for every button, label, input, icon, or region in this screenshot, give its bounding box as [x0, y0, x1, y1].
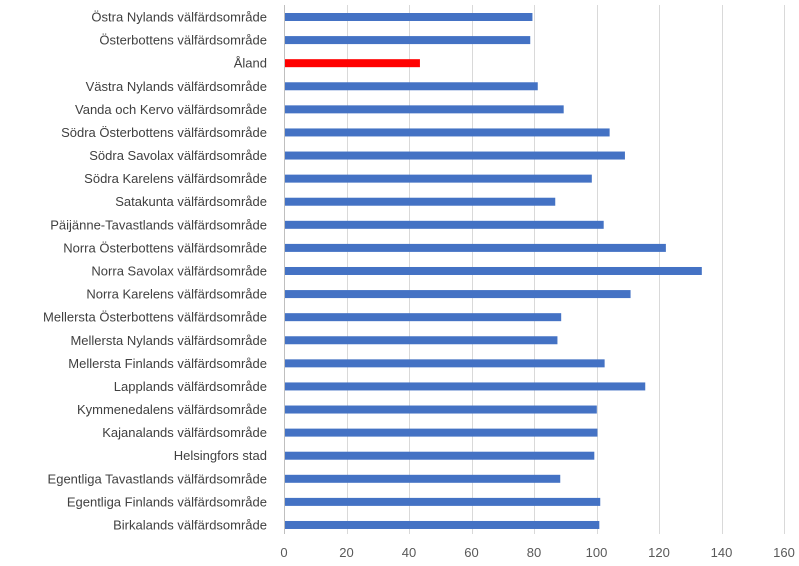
category-label: Södra Karelens välfärdsområde: [84, 171, 267, 186]
bar: [285, 405, 597, 414]
bar: [285, 243, 666, 252]
bar: [285, 220, 604, 229]
category-labels: Östra Nylands välfärdsområde Österbottens…: [43, 10, 267, 533]
category-label: Vanda och Kervo välfärdsområde: [75, 102, 267, 117]
bar: [285, 359, 605, 368]
x-tick-label: 20: [339, 545, 353, 560]
category-label: Egentliga Tavastlands välfärdsområde: [48, 471, 267, 486]
bar: [285, 474, 561, 483]
category-label: Lapplands välfärdsområde: [114, 379, 267, 394]
category-label: Kajanalands välfärdsområde: [102, 425, 267, 440]
x-tick-label: 140: [711, 545, 733, 560]
category-label: Mellersta Nylands välfärdsområde: [70, 333, 267, 348]
category-label: Egentliga Finlands välfärdsområde: [67, 494, 267, 509]
category-label: Birkalands välfärdsområde: [113, 517, 267, 532]
category-label: Östra Nylands välfärdsområde: [91, 10, 267, 25]
x-tick-labels: 0 20 40 60 80 100 120 140 160: [280, 545, 794, 560]
bar: [285, 151, 625, 160]
category-label: Mellersta Österbottens välfärdsområde: [43, 310, 267, 325]
bar: [285, 128, 610, 137]
bar: [285, 290, 631, 299]
bar: [285, 428, 598, 437]
category-label: Helsingfors stad: [174, 448, 267, 463]
bar: [285, 36, 531, 45]
x-tick-label: 160: [773, 545, 795, 560]
category-label: Norra Österbottens välfärdsområde: [63, 240, 267, 255]
category-label: Åland: [234, 56, 267, 71]
category-label: Kymmenedalens välfärdsområde: [77, 402, 267, 417]
bar: [285, 313, 562, 322]
category-label: Satakunta välfärdsområde: [115, 194, 267, 209]
category-label: Södra Österbottens välfärdsområde: [61, 125, 267, 140]
bar: [285, 197, 556, 206]
category-label: Södra Savolax välfärdsområde: [89, 148, 267, 163]
x-tick-label: 40: [402, 545, 416, 560]
category-label: Mellersta Finlands välfärdsområde: [68, 356, 267, 371]
bars: [285, 13, 702, 529]
x-tick-label: 80: [527, 545, 541, 560]
bar: [285, 266, 702, 275]
bar: [285, 451, 595, 460]
x-tick-label: 120: [648, 545, 670, 560]
bar: [285, 382, 646, 391]
x-tick-label: 60: [464, 545, 478, 560]
category-label: Österbottens välfärdsområde: [99, 33, 267, 48]
bar: [285, 520, 600, 529]
bar: [285, 336, 558, 345]
bar: [285, 497, 601, 506]
x-tick-label: 100: [586, 545, 608, 560]
category-label: Norra Karelens välfärdsområde: [86, 287, 267, 302]
category-label: Västra Nylands välfärdsområde: [86, 79, 267, 94]
bar: [285, 13, 533, 21]
bar: [285, 59, 420, 68]
bar: [285, 82, 538, 91]
bar: [285, 105, 564, 114]
category-label: Norra Savolax välfärdsområde: [91, 263, 267, 278]
category-label: Päijänne-Tavastlands välfärdsområde: [50, 217, 267, 232]
x-tick-label: 0: [280, 545, 287, 560]
bar: [285, 174, 592, 183]
